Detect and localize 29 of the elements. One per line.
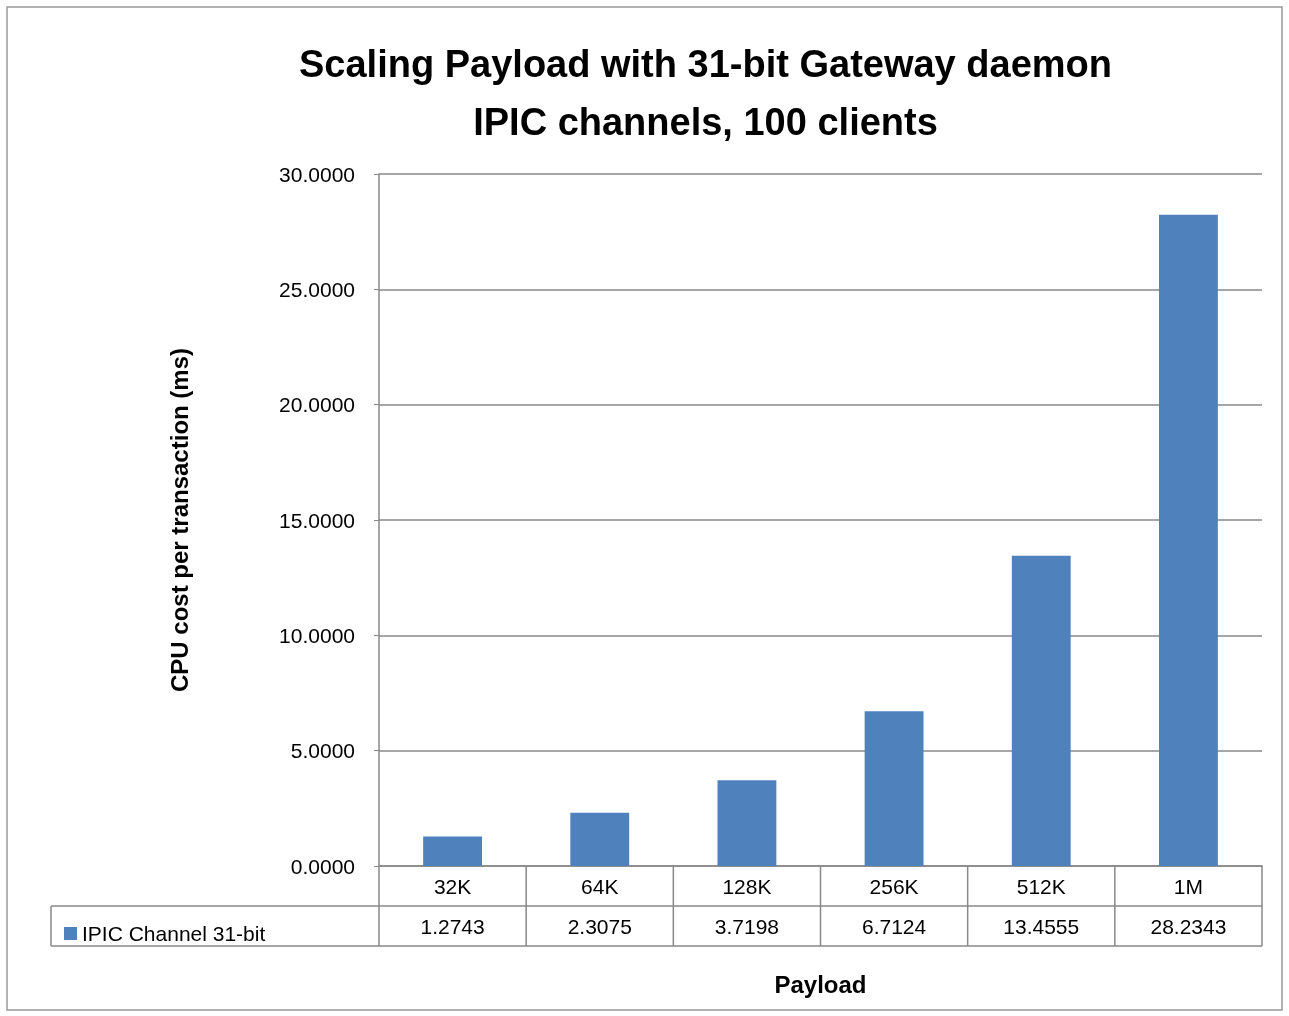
bar [717,780,777,866]
y-tick-label: 10.0000 [279,623,355,647]
y-tick-label: 5.0000 [290,739,355,763]
data-label: 1.2743 [420,914,485,938]
y-tick-label: 20.0000 [279,393,355,417]
x-tick-label: 32K [433,875,472,898]
x-tick-label: 128K [722,875,772,898]
data-label: 28.2343 [1150,914,1227,938]
y-tick-label: 0.0000 [290,854,355,878]
data-label: 2.3075 [567,914,632,938]
bar [570,812,630,866]
bar [423,836,483,866]
y-tick-label: 25.0000 [279,277,355,301]
y-tick-label: 15.0000 [279,508,355,532]
data-label: 6.7124 [861,914,927,938]
x-tick-label: 256K [869,875,919,898]
x-tick-label: 1M [1173,875,1204,898]
chart-title: Scaling Payload with 31-bit Gateway daemon IPIC channels, 100 clients [299,43,1112,143]
y-axis-title: CPU cost per transaction (ms) [165,347,193,693]
x-tick-label: 512K [1016,875,1066,898]
x-axis-title: Payload [774,970,867,998]
bar [864,711,924,866]
bar [1011,555,1071,866]
legend-label: IPIC Channel 31-bit [82,922,266,945]
bar [1158,214,1218,866]
data-label: 3.7198 [714,914,780,938]
y-tick-label: 30.0000 [279,162,355,186]
x-tick-label: 64K [581,875,619,898]
data-label: 13.4555 [1003,914,1080,938]
